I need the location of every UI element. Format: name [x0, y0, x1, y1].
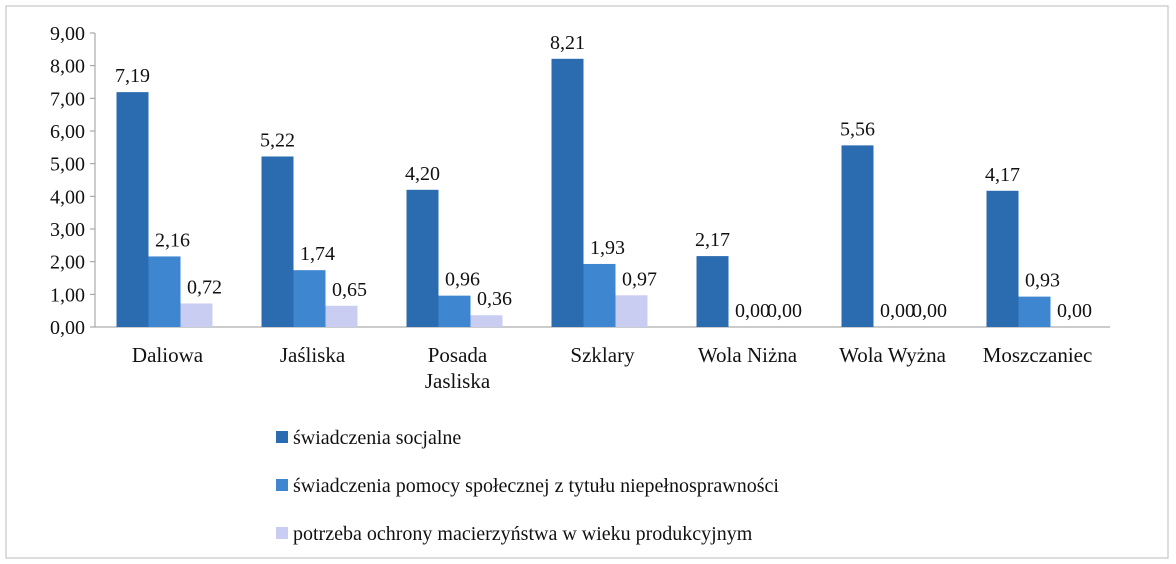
- value-label: 0,00: [735, 300, 770, 322]
- y-tick-label: 0,00: [50, 317, 85, 339]
- value-label: 7,19: [115, 65, 150, 87]
- y-tick-label: 3,00: [50, 219, 85, 241]
- value-label: 2,16: [155, 229, 190, 251]
- value-label: 0,65: [332, 279, 367, 301]
- value-label: 4,17: [985, 164, 1020, 186]
- value-label: 1,93: [590, 237, 625, 259]
- legend-label: świadczenia pomocy społecznej z tytułu n…: [293, 475, 779, 497]
- value-label: 4,20: [405, 163, 440, 185]
- y-tick-label: 7,00: [50, 88, 85, 110]
- bar: [551, 58, 584, 327]
- value-label: 0,96: [445, 269, 480, 291]
- value-label: 8,21: [550, 32, 585, 54]
- bar: [180, 303, 213, 327]
- bar: [696, 256, 729, 327]
- value-label: 0,93: [1025, 270, 1060, 292]
- y-tick-label: 4,00: [50, 186, 85, 208]
- legend-marker: [276, 527, 288, 539]
- x-tick-label: Jaśliska: [279, 343, 346, 367]
- y-tick-label: 8,00: [50, 56, 85, 78]
- y-tick-label: 1,00: [50, 284, 85, 306]
- bar: [148, 256, 181, 327]
- bar: [470, 315, 503, 327]
- value-label: 0,00: [912, 300, 947, 322]
- x-tick-label: Daliowa: [131, 343, 204, 367]
- value-label: 1,74: [300, 243, 335, 265]
- y-tick-label: 6,00: [50, 121, 85, 143]
- value-label: 0,36: [477, 288, 512, 310]
- y-tick-label: 9,00: [50, 23, 85, 45]
- x-tick-label: Moszczaniec: [982, 343, 1093, 367]
- bar: [116, 92, 149, 327]
- y-tick-label: 5,00: [50, 154, 85, 176]
- bar: [1018, 296, 1051, 327]
- value-label: 2,17: [695, 229, 730, 251]
- bar: [841, 145, 874, 327]
- legend-label: świadczenia socjalne: [293, 427, 461, 449]
- bar: [615, 295, 648, 327]
- value-label: 0,00: [880, 300, 915, 322]
- bar: [438, 295, 471, 327]
- bar: [986, 190, 1019, 327]
- legend-marker: [276, 431, 288, 443]
- bar: [293, 270, 326, 327]
- x-tick-label: Posada Jasliska: [424, 343, 491, 393]
- value-label: 0,72: [187, 276, 222, 298]
- value-label: 5,22: [260, 129, 295, 151]
- chart-frame: [5, 5, 1169, 559]
- legend-label: potrzeba ochrony macierzyństwa w wieku p…: [293, 523, 753, 545]
- value-label: 5,56: [840, 118, 875, 140]
- legend-marker: [276, 479, 288, 491]
- value-label: 0,97: [622, 268, 657, 290]
- bar: [406, 189, 439, 327]
- y-tick-label: 2,00: [50, 252, 85, 274]
- bar: [261, 156, 294, 327]
- value-label: 0,00: [1057, 300, 1092, 322]
- bar: [325, 305, 358, 327]
- value-label: 0,00: [767, 300, 802, 322]
- x-tick-label: Wola Niżna: [697, 343, 798, 367]
- x-tick-label: Szklary: [570, 343, 635, 367]
- x-tick-label: Wola Wyżna: [839, 343, 946, 367]
- bar: [583, 263, 616, 327]
